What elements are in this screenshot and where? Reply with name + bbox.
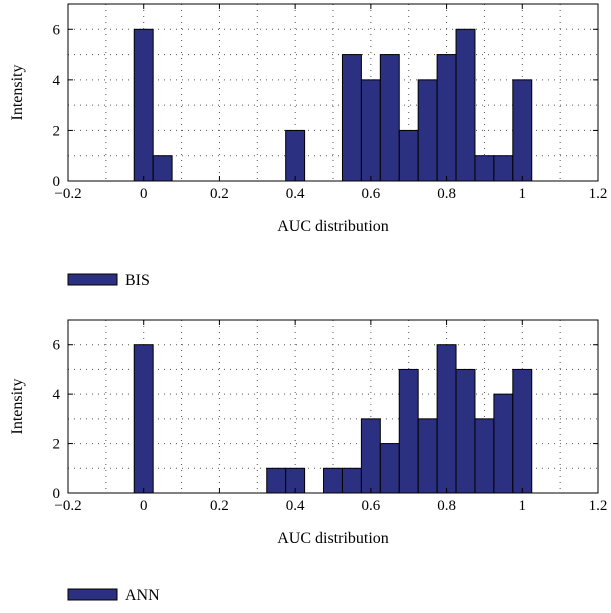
plot-frame — [67, 3, 599, 182]
series-BIS — [133, 28, 533, 182]
legend-label: ANN — [125, 587, 160, 604]
y-tick-label: 4 — [53, 73, 61, 89]
x-tick-label: 0.8 — [437, 498, 456, 514]
bar — [512, 79, 533, 182]
bar — [474, 418, 495, 494]
y-tick-label: 2 — [53, 123, 61, 139]
x-axis-label: AUC distribution — [277, 530, 389, 547]
bar — [379, 443, 400, 494]
y-tick-label: 6 — [53, 22, 61, 38]
x-tick-label: 0.4 — [286, 186, 305, 202]
bar — [512, 368, 533, 494]
x-tick-label: 1.2 — [589, 186, 608, 202]
x-tick-label: 1.2 — [589, 498, 608, 514]
x-tick-label: −0.2 — [54, 498, 81, 514]
bar — [152, 155, 173, 182]
legend: ANN — [67, 587, 160, 604]
y-tick-label: 0 — [53, 486, 61, 502]
x-tick-label: 0.4 — [286, 498, 305, 514]
bar — [341, 467, 362, 494]
bar — [133, 344, 154, 494]
bar — [493, 155, 514, 182]
y-tick-label: 2 — [53, 437, 61, 453]
x-tick-label: −0.2 — [54, 186, 81, 202]
y-tick-label: 4 — [53, 387, 61, 403]
x-tick-label: 0.2 — [210, 186, 229, 202]
bar — [398, 368, 419, 494]
bar — [455, 28, 476, 182]
bar — [455, 368, 476, 494]
bar — [417, 418, 438, 494]
bar — [474, 155, 495, 182]
bar — [436, 54, 457, 182]
bar — [360, 418, 381, 494]
x-tick-label: 0.6 — [361, 498, 380, 514]
plot-frame — [67, 319, 599, 494]
legend: BIS — [67, 272, 150, 289]
x-axis-label: AUC distribution — [277, 218, 389, 235]
bar — [360, 79, 381, 182]
bar — [285, 129, 306, 182]
bar — [436, 344, 457, 494]
x-tick-label: 1 — [519, 186, 527, 202]
x-tick-label: 0.8 — [437, 186, 456, 202]
bar — [266, 467, 287, 494]
x-tick-label: 0.6 — [361, 186, 380, 202]
y-axis-label: Intensity — [9, 65, 26, 121]
bar — [398, 129, 419, 182]
bar — [323, 467, 343, 494]
x-tick-label: 1 — [519, 498, 527, 514]
bar — [133, 28, 154, 182]
y-tick-label: 0 — [53, 174, 61, 190]
bar — [493, 393, 514, 494]
x-tick-label: 0 — [140, 186, 148, 202]
bar — [379, 54, 400, 182]
bar — [417, 79, 438, 182]
legend-label: BIS — [125, 272, 150, 289]
bar — [341, 54, 362, 182]
x-tick-label: 0.2 — [210, 498, 229, 514]
series-ANN — [133, 344, 533, 494]
y-tick-label: 6 — [53, 338, 61, 354]
x-tick-label: 0 — [140, 498, 148, 514]
legend-swatch — [67, 588, 118, 601]
y-axis-label: Intensity — [9, 379, 26, 435]
legend-swatch — [67, 273, 118, 286]
